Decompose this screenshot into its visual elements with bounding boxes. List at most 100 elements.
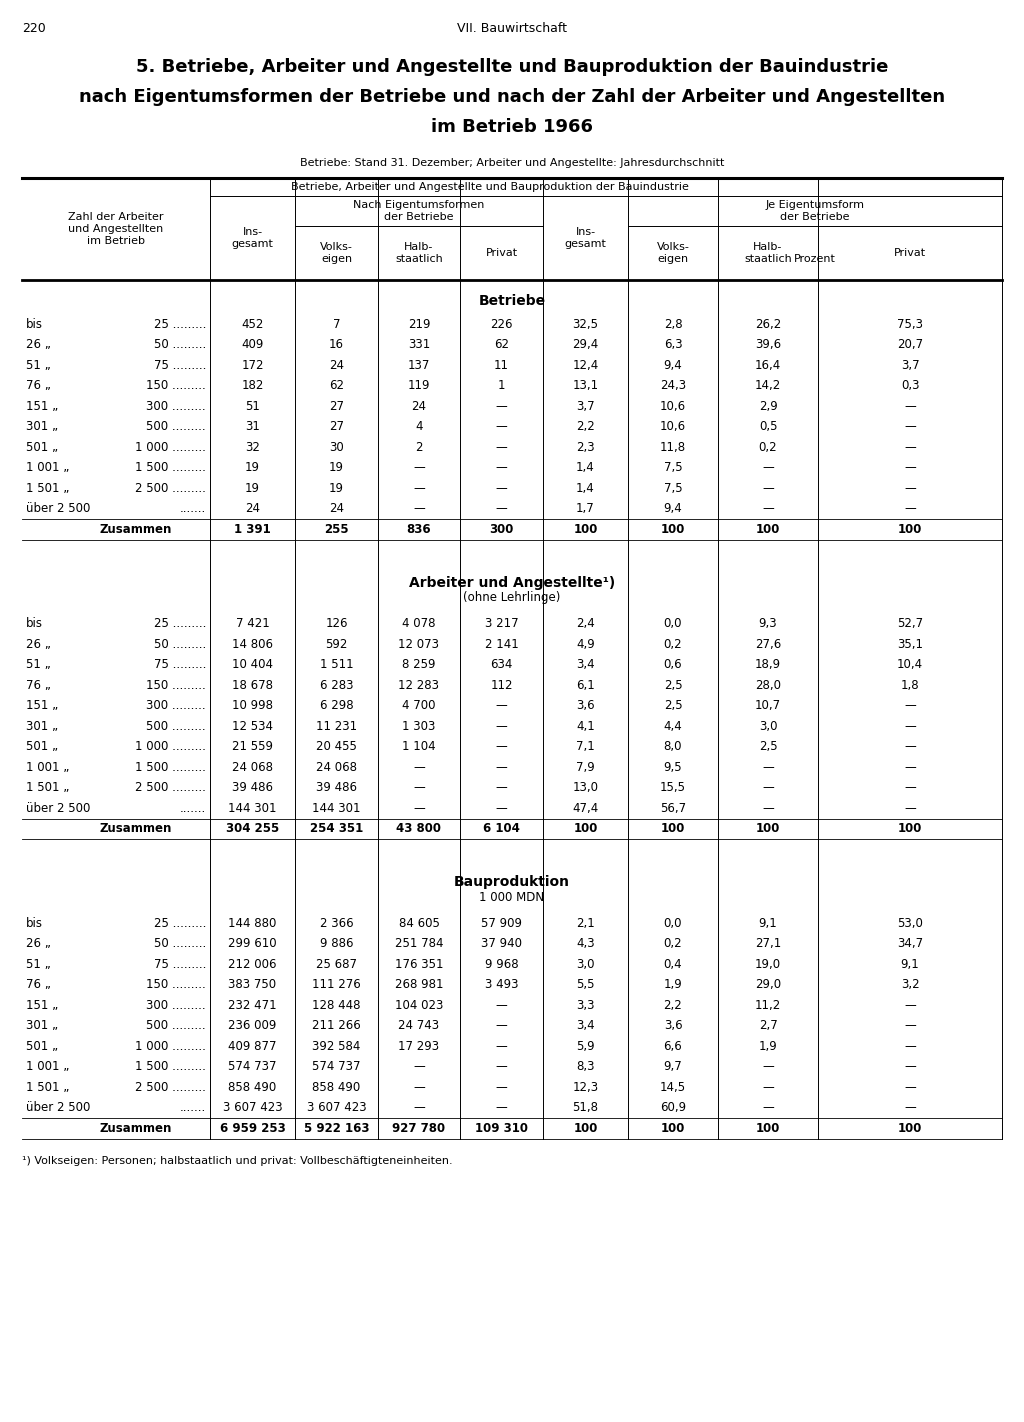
Text: 7 421: 7 421 xyxy=(236,617,269,630)
Text: 51: 51 xyxy=(245,400,260,412)
Text: 25 .........: 25 ......... xyxy=(154,617,206,630)
Text: 27: 27 xyxy=(329,400,344,412)
Text: 2,9: 2,9 xyxy=(759,400,777,412)
Text: 6,3: 6,3 xyxy=(664,338,682,351)
Text: 100: 100 xyxy=(573,1122,598,1135)
Text: —: — xyxy=(762,461,774,475)
Text: —: — xyxy=(496,1061,507,1074)
Text: 592: 592 xyxy=(326,637,348,651)
Text: —: — xyxy=(413,761,425,774)
Text: 392 584: 392 584 xyxy=(312,1039,360,1052)
Text: über 2 500: über 2 500 xyxy=(26,802,90,815)
Text: 1 001 „: 1 001 „ xyxy=(26,761,70,774)
Text: —: — xyxy=(904,741,915,754)
Text: 1,4: 1,4 xyxy=(577,461,595,475)
Text: —: — xyxy=(496,1101,507,1115)
Text: Nach Eigentumsformen
der Betriebe: Nach Eigentumsformen der Betriebe xyxy=(353,201,484,222)
Text: 20 455: 20 455 xyxy=(316,741,357,754)
Text: 100: 100 xyxy=(756,523,780,536)
Text: 9,4: 9,4 xyxy=(664,358,682,371)
Text: Prozent: Prozent xyxy=(794,255,836,264)
Text: 39,6: 39,6 xyxy=(755,338,781,351)
Text: 255: 255 xyxy=(325,523,349,536)
Text: 211 266: 211 266 xyxy=(312,1020,360,1032)
Text: 2 500 .........: 2 500 ......... xyxy=(135,781,206,795)
Text: Privat: Privat xyxy=(894,247,926,257)
Text: 9,7: 9,7 xyxy=(664,1061,682,1074)
Text: 151 „: 151 „ xyxy=(26,400,58,412)
Text: 574 737: 574 737 xyxy=(228,1061,276,1074)
Text: 10 998: 10 998 xyxy=(232,700,273,712)
Text: —: — xyxy=(904,502,915,515)
Text: 5,9: 5,9 xyxy=(577,1039,595,1052)
Text: 6 959 253: 6 959 253 xyxy=(219,1122,286,1135)
Text: 2,5: 2,5 xyxy=(759,741,777,754)
Text: 144 301: 144 301 xyxy=(312,802,360,815)
Text: 1 501 „: 1 501 „ xyxy=(26,781,70,795)
Text: —: — xyxy=(413,781,425,795)
Text: 2,2: 2,2 xyxy=(664,998,682,1011)
Text: 5 922 163: 5 922 163 xyxy=(304,1122,370,1135)
Text: 51 „: 51 „ xyxy=(26,358,51,371)
Text: 4,3: 4,3 xyxy=(577,937,595,950)
Text: 15,5: 15,5 xyxy=(660,781,686,795)
Text: 226: 226 xyxy=(490,317,513,331)
Text: 501 „: 501 „ xyxy=(26,741,58,754)
Text: 4 700: 4 700 xyxy=(402,700,436,712)
Text: 2 500 .........: 2 500 ......... xyxy=(135,1081,206,1094)
Text: 1,9: 1,9 xyxy=(759,1039,777,1052)
Text: 7,5: 7,5 xyxy=(664,482,682,495)
Text: 27,1: 27,1 xyxy=(755,937,781,950)
Text: 301 „: 301 „ xyxy=(26,1020,58,1032)
Text: 24 068: 24 068 xyxy=(316,761,357,774)
Text: 7,9: 7,9 xyxy=(577,761,595,774)
Text: Volks-
eigen: Volks- eigen xyxy=(656,242,689,264)
Text: 27: 27 xyxy=(329,421,344,434)
Text: 16,4: 16,4 xyxy=(755,358,781,371)
Text: 2,5: 2,5 xyxy=(664,678,682,691)
Text: —: — xyxy=(904,1081,915,1094)
Text: 150 .........: 150 ......... xyxy=(146,678,206,691)
Text: 13,1: 13,1 xyxy=(572,380,599,392)
Text: 10,6: 10,6 xyxy=(659,400,686,412)
Text: 109 310: 109 310 xyxy=(475,1122,528,1135)
Text: 43 800: 43 800 xyxy=(396,822,441,835)
Text: .......: ....... xyxy=(180,502,206,515)
Text: 927 780: 927 780 xyxy=(392,1122,445,1135)
Text: 126: 126 xyxy=(326,617,348,630)
Text: 0,4: 0,4 xyxy=(664,958,682,971)
Text: 35,1: 35,1 xyxy=(897,637,923,651)
Text: ¹) Volkseigen: Personen; halbstaatlich und privat: Vollbeschäftigteneinheiten.: ¹) Volkseigen: Personen; halbstaatlich u… xyxy=(22,1156,453,1166)
Text: bis: bis xyxy=(26,617,43,630)
Text: 137: 137 xyxy=(408,358,430,371)
Text: 75 .........: 75 ......... xyxy=(154,658,206,671)
Text: —: — xyxy=(762,502,774,515)
Text: 1 511: 1 511 xyxy=(319,658,353,671)
Text: 76 „: 76 „ xyxy=(26,380,51,392)
Text: —: — xyxy=(413,1081,425,1094)
Text: —: — xyxy=(904,482,915,495)
Text: 56,7: 56,7 xyxy=(659,802,686,815)
Text: 119: 119 xyxy=(408,380,430,392)
Text: Betriebe, Arbeiter und Angestellte und Bauproduktion der Bauindustrie: Betriebe, Arbeiter und Angestellte und B… xyxy=(291,182,689,192)
Text: —: — xyxy=(904,761,915,774)
Text: 9,4: 9,4 xyxy=(664,502,682,515)
Text: 10,6: 10,6 xyxy=(659,421,686,434)
Text: 24 068: 24 068 xyxy=(232,761,273,774)
Text: 219: 219 xyxy=(408,317,430,331)
Text: 858 490: 858 490 xyxy=(312,1081,360,1094)
Text: 2,7: 2,7 xyxy=(759,1020,777,1032)
Text: 19: 19 xyxy=(245,461,260,475)
Text: —: — xyxy=(496,482,507,495)
Text: 3,2: 3,2 xyxy=(901,978,920,991)
Text: .......: ....... xyxy=(180,1101,206,1115)
Text: 634: 634 xyxy=(490,658,513,671)
Text: 19: 19 xyxy=(329,482,344,495)
Text: 47,4: 47,4 xyxy=(572,802,599,815)
Text: 251 784: 251 784 xyxy=(394,937,443,950)
Text: 24: 24 xyxy=(412,400,427,412)
Text: Zusammen: Zusammen xyxy=(99,1122,172,1135)
Text: 100: 100 xyxy=(898,1122,923,1135)
Text: 300 .........: 300 ......... xyxy=(146,998,206,1011)
Text: —: — xyxy=(904,461,915,475)
